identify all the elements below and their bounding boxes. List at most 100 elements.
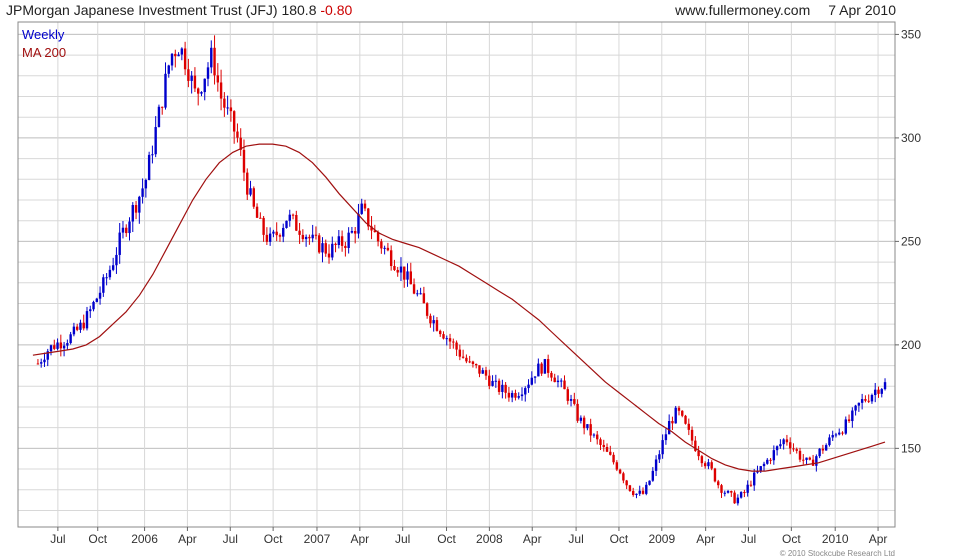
price-bar-body [726, 491, 730, 493]
price-bar-body [592, 434, 596, 436]
price-bar-body [213, 47, 216, 76]
price-bar-body [262, 217, 265, 235]
price-bar-body [360, 203, 363, 214]
price-bar-body [380, 241, 383, 249]
price-bar-body [383, 247, 386, 249]
price-bar-body [563, 380, 566, 390]
price-bar-body [730, 491, 733, 493]
price-bar-body [615, 462, 619, 470]
price-bar-body [59, 342, 63, 349]
price-bar-body [236, 131, 239, 138]
price-bars [36, 35, 887, 506]
x-tick-label: Oct [264, 532, 283, 546]
price-bar-body [782, 439, 785, 445]
price-bar-body [707, 462, 710, 467]
price-bar-body [631, 491, 635, 495]
price-bar-body [874, 389, 877, 396]
price-bar-body [677, 407, 681, 411]
price-bar-body [847, 419, 851, 422]
price-bar-body [805, 457, 808, 460]
price-bar-body [376, 232, 380, 242]
price-bar-body [838, 432, 841, 435]
price-bar-body [713, 468, 717, 482]
last-price: 180.8 [281, 2, 317, 18]
grid-lines [18, 22, 895, 527]
price-bar-body [681, 410, 684, 416]
price-bar-body [815, 456, 818, 466]
price-bar-body [612, 454, 615, 463]
price-bar-body [703, 463, 707, 467]
price-bar-body [762, 463, 766, 467]
price-bar-body [851, 410, 854, 422]
price-bar-body [494, 380, 498, 382]
price-bar-body [586, 424, 589, 429]
price-bar-body [618, 469, 622, 474]
price-bar-body [347, 232, 350, 248]
price-bar-body [458, 349, 462, 357]
price-bar-body [98, 292, 102, 299]
price-bar-body [403, 266, 406, 280]
price-bar-body [151, 154, 154, 156]
price-bar-body [49, 345, 53, 352]
y-axis-ticks: 150 200 250 300 350 [895, 27, 921, 455]
price-bar-body [180, 48, 184, 55]
price-bar-body [530, 377, 534, 385]
price-bar-body [157, 106, 161, 128]
price-bar-body [491, 380, 494, 386]
price-bar-body [602, 444, 605, 448]
price-bar-body [537, 363, 540, 377]
price-bar-body [115, 254, 118, 266]
chart-date: 7 Apr 2010 [828, 2, 896, 18]
x-tick-label: Oct [782, 532, 801, 546]
price-bar-body [321, 243, 324, 253]
price-bar-body [654, 459, 658, 471]
price-bar-body [429, 315, 432, 324]
price-bar-body [406, 271, 409, 280]
price-bar-body [556, 380, 560, 383]
price-bar-body [396, 269, 399, 273]
ma-200-line [32, 143, 886, 472]
price-bar-body [775, 446, 779, 451]
price-bar-body [658, 454, 661, 460]
price-bar-body [550, 372, 553, 378]
price-bar-body [753, 472, 756, 486]
price-bar-body [553, 377, 556, 383]
price-bar-body [717, 481, 720, 486]
price-bar-body [736, 497, 740, 504]
price-bar-body [389, 250, 393, 267]
x-tick-label: Oct [88, 532, 107, 546]
x-tick-label: Apr [350, 532, 369, 546]
price-bar-body [694, 440, 697, 451]
price-bar-body [66, 343, 69, 346]
price-bar-body [546, 359, 550, 373]
price-bar-body [174, 53, 177, 57]
price-bar-body [206, 67, 210, 79]
price-bar-body [582, 417, 586, 429]
price-bar-body [448, 338, 452, 342]
price-bar-body [488, 375, 491, 386]
site-link[interactable]: www.fullermoney.com [675, 2, 811, 18]
x-tick-label: Oct [610, 532, 629, 546]
price-bar-body [435, 320, 439, 331]
price-bar-body [268, 233, 272, 242]
price-bar-body [579, 417, 583, 421]
price-bar-body [743, 492, 746, 494]
price-bar-body [304, 236, 308, 240]
price-bar-body [811, 459, 815, 466]
price-bar-body [792, 448, 795, 450]
price-bar-body [53, 345, 56, 349]
price-bar-body [697, 450, 700, 457]
price-bar-body [399, 266, 403, 273]
price-bar-body [514, 392, 517, 398]
price-bar-body [880, 389, 883, 394]
price-bar-body [314, 234, 318, 236]
price-bar-body [412, 284, 416, 294]
price-bar-body [864, 399, 867, 401]
y-tick-label: 250 [901, 234, 921, 248]
price-bar-body [170, 53, 174, 66]
price-bar-body [609, 451, 612, 455]
x-tick-label: 2007 [304, 532, 331, 546]
price-bar-body [265, 234, 269, 242]
price-bar-body [249, 188, 252, 195]
